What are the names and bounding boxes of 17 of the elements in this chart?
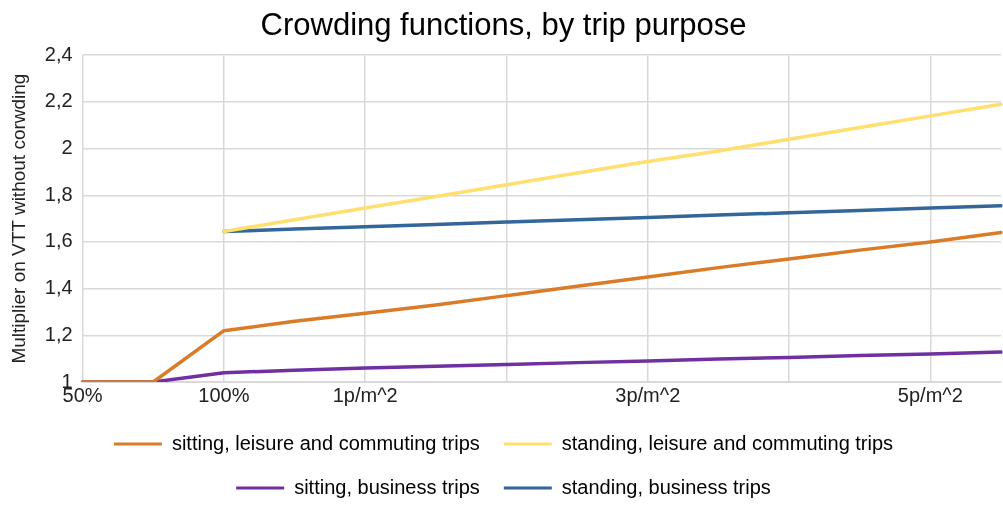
y-tick-label: 1,2 bbox=[44, 322, 73, 345]
legend-label: sitting, leisure and commuting trips bbox=[171, 431, 480, 454]
y-tick-label: 1,8 bbox=[44, 182, 73, 205]
y-tick-label: 1,4 bbox=[44, 276, 73, 299]
x-tick-label: 1p/m^2 bbox=[332, 383, 398, 406]
chart-title: Crowding functions, by trip purpose bbox=[260, 7, 747, 43]
y-axis-title: Multiplier on VTT without corwding bbox=[7, 73, 29, 364]
legend-label: standing, leisure and commuting trips bbox=[561, 431, 894, 454]
legend-label: sitting, business trips bbox=[294, 475, 480, 498]
legend-label: standing, business trips bbox=[561, 475, 771, 498]
x-tick-label: 100% bbox=[198, 383, 250, 406]
y-tick-label: 2,2 bbox=[44, 89, 73, 112]
y-tick-label: 2,4 bbox=[44, 42, 73, 65]
y-tick-label: 1,6 bbox=[44, 229, 73, 252]
x-tick-label: 5p/m^2 bbox=[897, 383, 963, 406]
y-tick-label: 2 bbox=[61, 136, 73, 159]
x-tick-label: 3p/m^2 bbox=[615, 383, 681, 406]
